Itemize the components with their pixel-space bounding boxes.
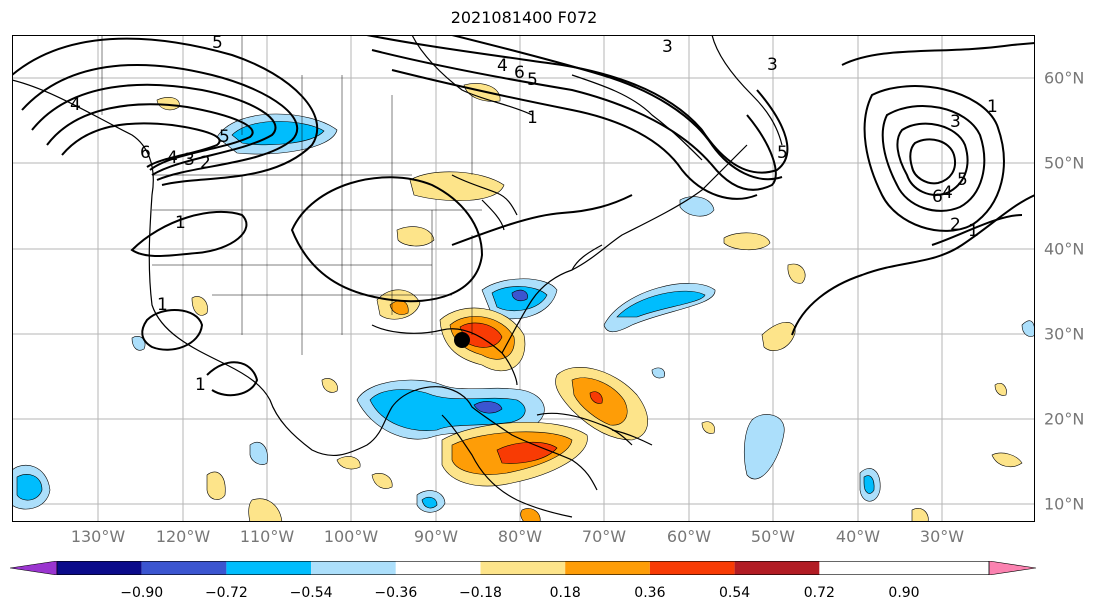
lat-tick-label: 60°N: [1044, 68, 1085, 88]
contour-label: 3: [662, 37, 673, 57]
map-title: 2021081400 F072: [450, 8, 598, 27]
contour-label: 1: [157, 295, 168, 315]
colorbar-segment: [565, 561, 650, 575]
contour-label: 6: [140, 143, 151, 163]
colorbar-segment: [734, 561, 820, 575]
lon-tick-label: 100°W: [323, 527, 379, 546]
contour-label: 5: [212, 35, 223, 53]
colorbar-tick-label: 0.36: [634, 585, 666, 601]
lon-tick-label: 70°W: [581, 527, 627, 546]
gridlines: [12, 35, 1035, 522]
contour-label: 1: [175, 213, 186, 233]
contour-labels: 5 3 4 6 5 4 6 4 3 2 5 1 1 1 1 3 5 1 3 6 …: [70, 35, 998, 395]
contour-label: 4: [942, 183, 953, 203]
colorbar-tick-label: −0.36: [374, 585, 418, 601]
lat-tick-label: 10°N: [1044, 494, 1085, 514]
colorbar-segment: [311, 561, 396, 575]
storm-marker: [454, 332, 470, 348]
lon-tick-label: 50°W: [750, 527, 796, 546]
colorbar-segment: [649, 561, 735, 575]
colorbar-tick-label: −0.18: [459, 585, 502, 601]
contour-label: 2: [950, 215, 961, 235]
contour-label: 4: [497, 56, 508, 76]
colorbar-segment: [480, 561, 566, 575]
colorbar-segment: [395, 561, 481, 575]
contour-label: 3: [950, 112, 961, 132]
lon-tick-label: 90°W: [413, 527, 459, 546]
contour-label: 1: [968, 221, 979, 241]
colorbar-tick-label: 0.18: [549, 585, 581, 601]
contour-label: 1: [195, 375, 206, 395]
lat-tick-label: 30°N: [1044, 324, 1085, 344]
colorbar-extend-high: [988, 561, 1037, 575]
contour-label: 1: [527, 108, 538, 128]
contour-label: 2: [200, 153, 211, 173]
contour-label: 1: [987, 97, 998, 117]
lon-tick-label: 120°W: [155, 527, 211, 546]
contour-label: 3: [767, 55, 778, 75]
lon-tick-label: 110°W: [239, 527, 295, 546]
lat-tick-label: 20°N: [1044, 409, 1085, 429]
contour-label: 5: [777, 143, 788, 163]
colorbar-tick-label: −0.54: [289, 585, 333, 601]
colorbar-tick-label: 0.72: [803, 585, 835, 601]
colorbar-tick-label: −0.72: [204, 585, 248, 601]
colorbar: [10, 561, 1037, 575]
contour-label: 5: [219, 127, 230, 147]
lon-tick-label: 80°W: [497, 527, 543, 546]
coastlines: [12, 35, 783, 518]
map-panel: 5 3 4 6 5 4 6 4 3 2 5 1 1 1 1 3 5 1 3 6 …: [12, 35, 1035, 522]
colorbar-segment: [141, 561, 227, 575]
lon-tick-label: 60°W: [666, 527, 712, 546]
lon-tick-label: 30°W: [919, 527, 965, 546]
colorbar-segment: [57, 561, 142, 575]
lon-tick-label: 40°W: [835, 527, 881, 546]
contour-label: 4: [70, 95, 81, 115]
contour-label: 5: [957, 170, 968, 190]
contour-label: 6: [514, 63, 525, 83]
colorbar-tick-label: 0.90: [888, 585, 920, 601]
colorbar-extend-low: [10, 561, 58, 575]
lat-tick-label: 40°N: [1044, 239, 1085, 259]
contour-label: 3: [184, 150, 195, 170]
contour-label: 5: [527, 70, 538, 90]
lat-tick-label: 50°N: [1044, 153, 1085, 173]
contour-label: 4: [167, 148, 178, 168]
colorbar-tick-label: −0.90: [120, 585, 164, 601]
state-borders: [101, 35, 482, 355]
lon-tick-label: 130°W: [70, 527, 126, 546]
contour-label: 6: [932, 187, 943, 207]
colorbar-tick-label: 0.54: [719, 585, 751, 601]
colorbar-segment: [226, 561, 312, 575]
contour-lines: [12, 35, 1035, 397]
